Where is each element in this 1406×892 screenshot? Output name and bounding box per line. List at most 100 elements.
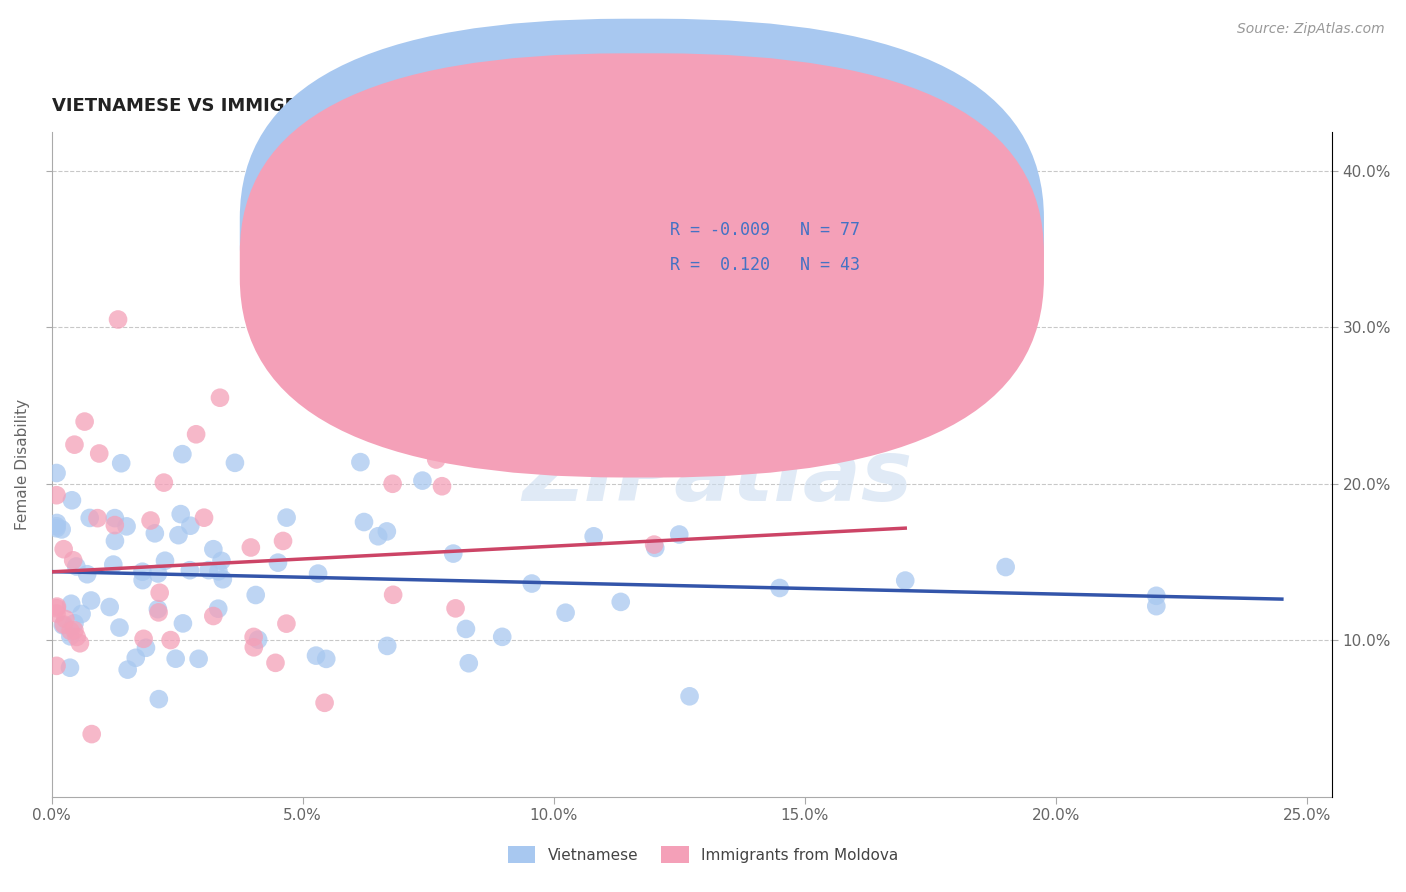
Point	[60, 597, 83, 611]
Point	[211, 554, 233, 568]
Point	[86, 511, 108, 525]
Point	[76, 567, 98, 582]
Point	[148, 692, 170, 706]
FancyBboxPatch shape	[602, 208, 948, 292]
Point	[520, 576, 543, 591]
Point	[115, 519, 138, 533]
Point	[267, 556, 290, 570]
Text: VIETNAMESE VS IMMIGRANTS FROM MOLDOVA FEMALE DISABILITY CORRELATION CHART: VIETNAMESE VS IMMIGRANTS FROM MOLDOVA FE…	[52, 97, 950, 115]
Point	[104, 518, 127, 533]
Point	[108, 621, 131, 635]
Point	[146, 602, 169, 616]
Point	[202, 542, 225, 557]
Point	[349, 455, 371, 469]
Point	[184, 427, 207, 442]
Point	[104, 533, 127, 548]
Point	[149, 585, 172, 599]
Point	[59, 624, 82, 638]
Point	[307, 566, 329, 581]
Point	[375, 524, 398, 539]
FancyBboxPatch shape	[240, 54, 1045, 477]
Point	[59, 629, 82, 643]
Point	[187, 652, 209, 666]
Point	[45, 519, 67, 533]
Point	[411, 474, 433, 488]
Point	[382, 588, 405, 602]
Point	[271, 533, 294, 548]
Point	[79, 511, 101, 525]
Point	[276, 510, 298, 524]
Point	[139, 514, 162, 528]
Point	[131, 573, 153, 587]
Point	[45, 658, 67, 673]
Point	[207, 565, 229, 579]
Point	[45, 516, 67, 530]
Point	[609, 595, 631, 609]
Point	[207, 601, 229, 615]
Point	[45, 601, 67, 615]
Point	[45, 488, 67, 502]
Point	[69, 636, 91, 650]
Point	[73, 415, 96, 429]
Point	[143, 526, 166, 541]
Point	[80, 727, 103, 741]
Point	[1144, 589, 1167, 603]
Point	[170, 507, 193, 521]
Point	[80, 593, 103, 607]
Point	[89, 446, 111, 460]
Point	[314, 696, 336, 710]
Point	[264, 656, 287, 670]
Point	[430, 479, 453, 493]
Point	[224, 456, 246, 470]
Point	[245, 588, 267, 602]
Point	[582, 529, 605, 543]
Text: R =  0.120   N = 43: R = 0.120 N = 43	[671, 256, 860, 274]
Point	[70, 607, 93, 621]
Point	[197, 563, 219, 577]
Legend: Vietnamese, Immigrants from Moldova: Vietnamese, Immigrants from Moldova	[501, 838, 905, 871]
Point	[165, 651, 187, 665]
Point	[63, 616, 86, 631]
Point	[66, 630, 89, 644]
Point	[678, 690, 700, 704]
Point	[63, 438, 86, 452]
Point	[243, 640, 266, 655]
Point	[131, 565, 153, 579]
Point	[457, 657, 479, 671]
Point	[211, 572, 233, 586]
Point	[45, 607, 67, 621]
Point	[276, 616, 298, 631]
Point	[242, 630, 264, 644]
Point	[110, 456, 132, 470]
Point	[644, 541, 666, 555]
Point	[202, 609, 225, 624]
Point	[491, 630, 513, 644]
Point	[159, 633, 181, 648]
Point	[146, 566, 169, 581]
Point	[643, 538, 665, 552]
Point	[132, 632, 155, 646]
Point	[62, 553, 84, 567]
Point	[46, 599, 69, 614]
Text: ZIPatlas: ZIPatlas	[522, 436, 912, 519]
Point	[247, 632, 270, 647]
Point	[179, 563, 201, 577]
Point	[45, 521, 67, 535]
Point	[554, 606, 576, 620]
Point	[668, 527, 690, 541]
Point	[51, 523, 73, 537]
Y-axis label: Female Disability: Female Disability	[15, 399, 30, 530]
Point	[167, 528, 190, 542]
Point	[45, 466, 67, 480]
Point	[305, 648, 328, 663]
Point	[98, 600, 121, 615]
Point	[52, 618, 75, 632]
Point	[441, 547, 464, 561]
Point	[59, 661, 82, 675]
Point	[353, 515, 375, 529]
Point	[179, 518, 201, 533]
Point	[454, 622, 477, 636]
Point	[208, 391, 231, 405]
Text: Source: ZipAtlas.com: Source: ZipAtlas.com	[1237, 22, 1385, 37]
Point	[172, 447, 194, 461]
